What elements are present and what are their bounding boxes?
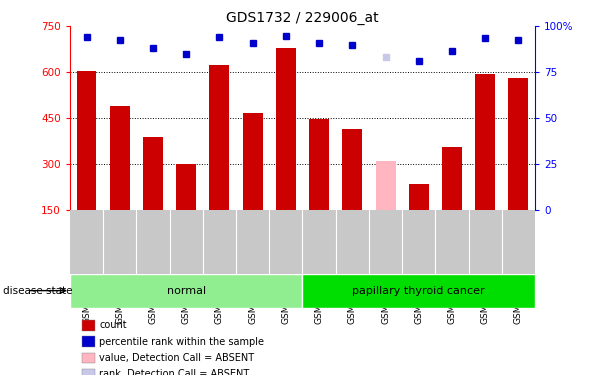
Bar: [302, 274, 535, 308]
Bar: [309, 119, 329, 210]
Title: GDS1732 / 229006_at: GDS1732 / 229006_at: [226, 11, 379, 25]
Bar: [342, 129, 362, 210]
Bar: [143, 136, 163, 210]
Text: count: count: [99, 321, 126, 330]
Text: rank, Detection Call = ABSENT: rank, Detection Call = ABSENT: [99, 369, 249, 375]
Bar: [376, 161, 395, 210]
Bar: [475, 74, 495, 210]
Text: papillary thyroid cancer: papillary thyroid cancer: [353, 286, 485, 296]
Bar: [209, 64, 229, 210]
Text: normal: normal: [167, 286, 206, 296]
Bar: [176, 164, 196, 210]
Bar: [110, 106, 130, 210]
Bar: [70, 274, 302, 308]
Bar: [409, 184, 429, 210]
Text: value, Detection Call = ABSENT: value, Detection Call = ABSENT: [99, 353, 254, 363]
Text: disease state: disease state: [3, 286, 72, 296]
Bar: [442, 147, 462, 210]
Bar: [77, 70, 97, 210]
Text: percentile rank within the sample: percentile rank within the sample: [99, 337, 264, 346]
Bar: [276, 48, 296, 210]
Bar: [243, 112, 263, 210]
Bar: [508, 78, 528, 210]
